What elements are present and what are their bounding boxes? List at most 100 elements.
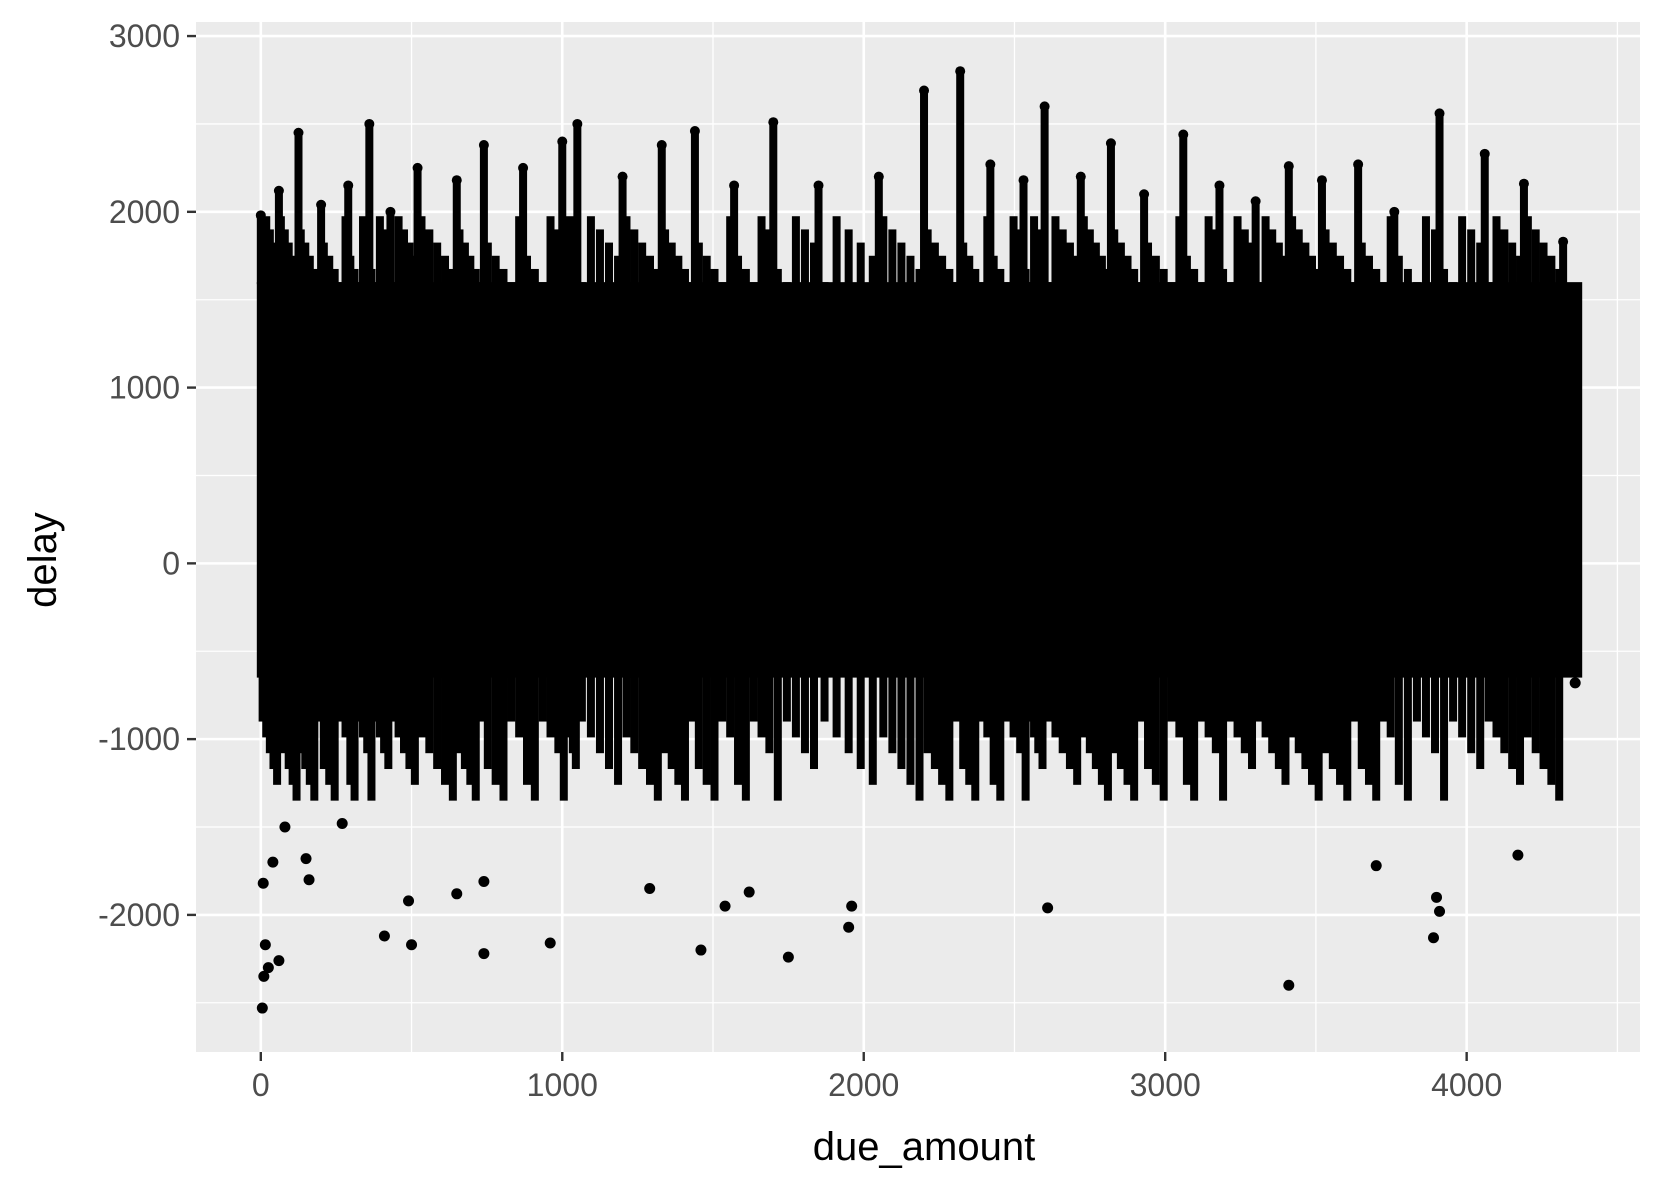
spike-column	[1379, 282, 1388, 722]
x-axis-title: due_amount	[813, 1125, 1035, 1169]
spike-column	[1009, 216, 1018, 738]
spike-column	[1480, 153, 1489, 285]
data-point	[478, 140, 489, 151]
data-point	[873, 171, 884, 182]
data-point	[1250, 196, 1261, 207]
spike-column	[1167, 282, 1176, 722]
spike-column	[471, 268, 480, 801]
spike-column	[1136, 282, 1145, 722]
y-tick-label: 1000	[109, 370, 180, 406]
spike-column	[1500, 229, 1509, 754]
spike-column	[1431, 229, 1440, 754]
spike-column	[1516, 255, 1525, 785]
data-point	[273, 955, 285, 967]
spike-column	[319, 242, 328, 770]
spike-column	[405, 242, 414, 770]
spike-column	[868, 255, 877, 785]
data-point	[782, 951, 794, 963]
spike-column	[622, 216, 631, 738]
spike-column	[1002, 282, 1011, 722]
spike-column	[1261, 216, 1270, 738]
spike-column	[1240, 229, 1249, 754]
y-tick-label: 3000	[109, 18, 180, 54]
spike-column	[1065, 242, 1074, 770]
spike-column	[538, 282, 547, 722]
spike-column	[523, 255, 532, 785]
spike-column	[455, 229, 464, 754]
spike-column	[1182, 255, 1191, 785]
data-point	[406, 939, 418, 951]
spike-column	[971, 268, 980, 801]
spike-column	[1476, 242, 1485, 770]
spike-column	[573, 123, 582, 285]
spike-column	[1274, 242, 1283, 770]
spike-column	[1394, 255, 1403, 785]
spike-column	[638, 242, 647, 770]
spike-column	[367, 268, 376, 801]
spike-column	[325, 255, 334, 785]
spike-column	[292, 268, 301, 801]
spike-column	[1539, 242, 1548, 770]
spike-column	[687, 282, 696, 722]
spike-column	[653, 268, 662, 801]
spike-column	[1294, 229, 1303, 754]
x-axis: 0 1000 2000 3000 4000	[252, 1052, 1502, 1103]
data-point	[1139, 189, 1150, 200]
spike-column	[296, 229, 305, 754]
spike-column	[483, 242, 492, 770]
data-point	[300, 853, 312, 865]
spike-column	[661, 229, 670, 754]
spike-column	[479, 145, 488, 285]
data-point	[273, 185, 284, 196]
spike-column	[690, 130, 699, 285]
data-point	[1389, 206, 1400, 217]
spike-column	[1091, 242, 1100, 770]
data-point	[813, 180, 824, 191]
spike-column	[605, 242, 614, 770]
spike-column	[305, 255, 314, 785]
data-point	[843, 921, 855, 933]
data-point	[557, 136, 568, 147]
data-point	[919, 85, 930, 96]
spike-column	[314, 282, 323, 722]
spike-column	[741, 268, 750, 801]
spike-column	[757, 216, 766, 738]
spike-column	[1123, 255, 1132, 785]
data-point	[451, 888, 463, 900]
spike-column	[1034, 229, 1043, 754]
spike-column	[694, 242, 703, 770]
spike-column	[1051, 216, 1060, 738]
data-point	[478, 876, 490, 888]
spike-column	[441, 255, 450, 785]
spike-column	[1301, 242, 1310, 770]
spike-column	[1321, 229, 1330, 754]
spike-column	[595, 229, 604, 754]
spike-column	[674, 255, 683, 785]
y-tick-label: -1000	[98, 721, 180, 757]
data-point	[1214, 180, 1225, 191]
spike-column	[1357, 242, 1366, 770]
data-point	[768, 117, 779, 128]
y-tick-label: 0	[162, 545, 180, 581]
spike-column	[1328, 242, 1337, 770]
spike-column	[577, 282, 586, 722]
spike-column	[1211, 229, 1220, 754]
spike-column	[400, 229, 409, 754]
data-point	[343, 180, 354, 191]
spike-column	[1248, 242, 1257, 770]
spike-column	[417, 216, 426, 738]
spike-column	[1314, 268, 1323, 801]
spike-column	[773, 268, 782, 801]
data-point	[1075, 171, 1086, 182]
spike-column	[879, 216, 888, 738]
spike-column	[554, 229, 563, 754]
spike-column	[1025, 282, 1034, 722]
spike-column	[341, 216, 350, 738]
y-axis: -2000 -1000 0 1000 2000 3000	[98, 18, 196, 933]
data-point	[695, 944, 707, 956]
data-point	[316, 199, 327, 210]
spike-column	[1508, 242, 1517, 770]
spike-column	[1354, 164, 1363, 285]
spike-column	[363, 229, 372, 754]
